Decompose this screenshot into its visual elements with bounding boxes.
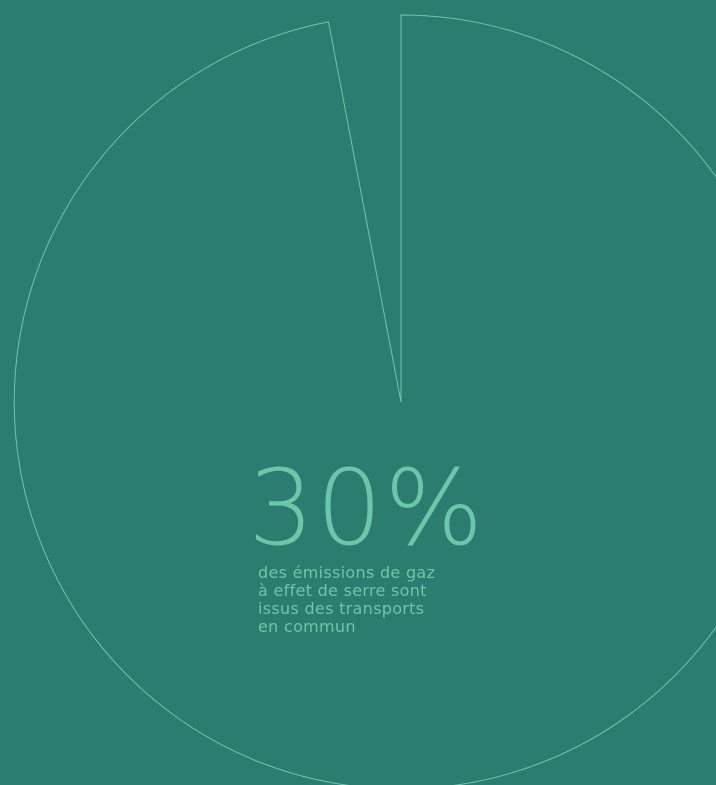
description-line: des émissions de gaz	[258, 563, 436, 582]
stat-block: 30% des émissions de gaz à effet de serr…	[248, 456, 485, 636]
description-line: à effet de serre sont	[258, 581, 427, 600]
description-line: issus des transports	[258, 599, 425, 618]
pie-wedge-outline	[13, 14, 716, 785]
description-line: en commun	[258, 617, 356, 636]
stat-description: des émissions de gaz à effet de serre so…	[258, 564, 485, 636]
stat-value: 30%	[248, 447, 486, 569]
